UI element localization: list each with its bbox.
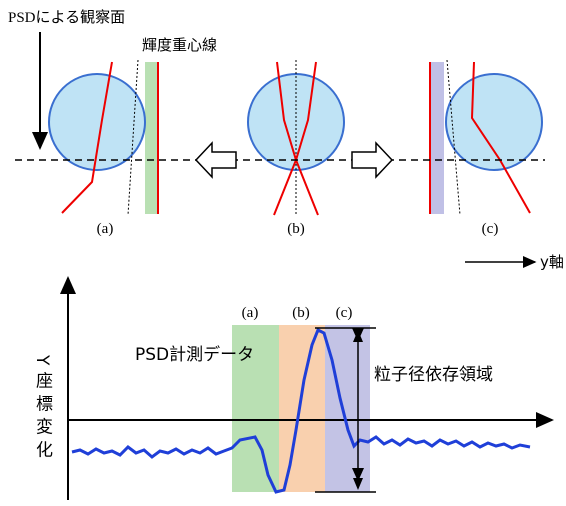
hollow-arrow: [352, 143, 392, 177]
centroid-line-label: 輝度重心線: [142, 36, 217, 54]
centroid-band: [430, 62, 444, 214]
particle: [446, 74, 542, 170]
diagram: PSDによる観察面 輝度重心線 (a) (b) (c) y軸 (a) (b) (…: [0, 0, 566, 506]
region-label: (b): [292, 305, 310, 321]
region-label: (c): [336, 305, 353, 321]
region-label: (a): [242, 305, 259, 321]
panel-label: (a): [97, 221, 114, 237]
hollow-arrow: [196, 143, 236, 177]
top-diagram: PSDによる観察面 輝度重心線 (a) (b) (c) y軸: [8, 8, 564, 271]
region-b: [279, 325, 325, 492]
bottom-diagram: (a) (b) (c) PSD計測データ 粒子径依存領域 Y座標変化: [32, 278, 552, 500]
size-region-label: 粒子径依存領域: [374, 365, 493, 385]
observation-plane-label: PSDによる観察面: [8, 8, 125, 26]
y-axis-label: y軸: [540, 253, 564, 271]
measurement-label: PSD計測データ: [135, 344, 254, 365]
region-c: [325, 325, 370, 492]
panel-label: (b): [287, 221, 305, 237]
panel-label: (c): [482, 221, 499, 237]
centroid-band: [145, 62, 158, 214]
y-label: Y座標変化: [32, 354, 53, 463]
